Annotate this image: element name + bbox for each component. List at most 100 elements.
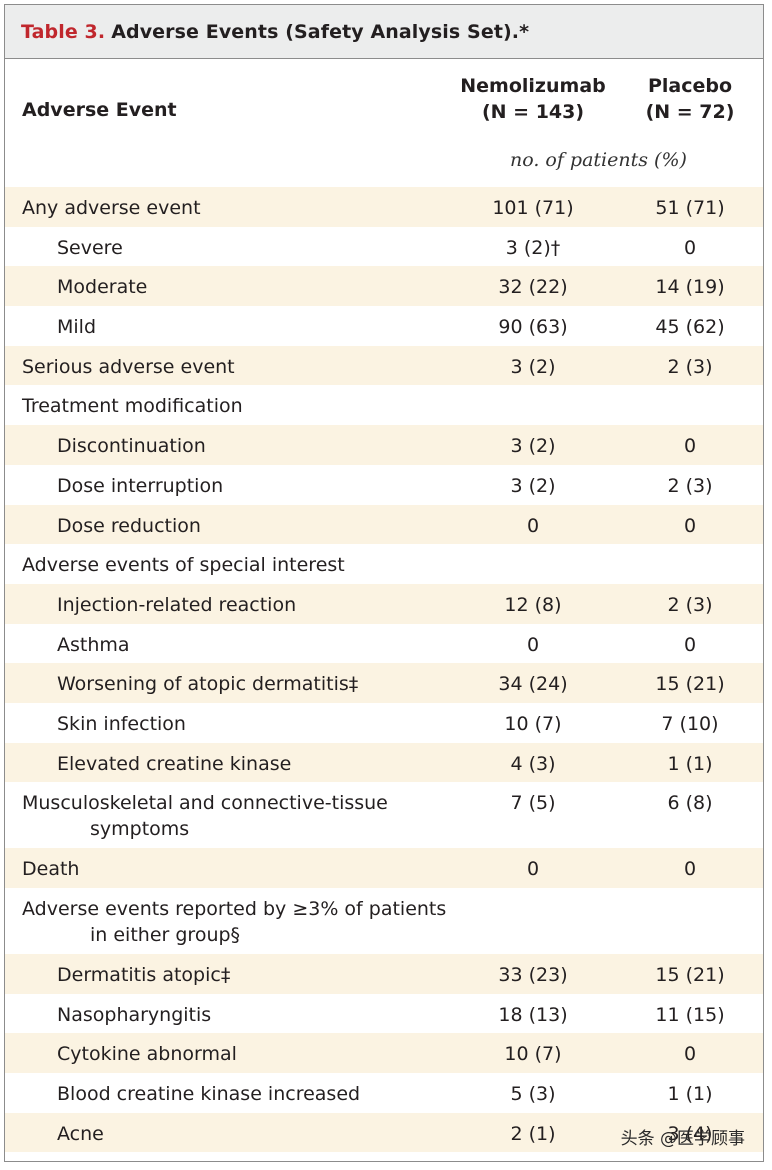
row-label-text: Nasopharyngitis [57, 1003, 212, 1026]
row-label-text: Mild [57, 316, 97, 339]
table-title-bar: Table 3. Adverse Events (Safety Analysis… [5, 5, 763, 59]
cell-placebo: 0 [683, 236, 697, 259]
cell-nemolizumab: 3 (2)† [505, 236, 561, 259]
row-label-text: Asthma [57, 633, 130, 656]
cell-placebo: 0 [683, 633, 697, 656]
row-label: Skin infection [57, 711, 186, 737]
row-label-text: Dose interruption [57, 474, 224, 497]
units-label: no. of patients (%) [510, 149, 687, 171]
row-label-text: Adverse events of special interest [22, 554, 345, 577]
row-label-text: Treatment modification [22, 395, 243, 418]
cell-placebo: 2 (3) [667, 355, 713, 378]
row-label: Blood creatine kinase increased [57, 1081, 360, 1107]
cell-placebo: 14 (19) [655, 276, 725, 299]
cell-nemolizumab: 32 (22) [498, 276, 568, 299]
row-label-text: Dose reduction [57, 514, 201, 537]
row-label-text: Serious adverse event [22, 355, 235, 378]
row-label-text: Any adverse event [22, 197, 201, 219]
row-label: Treatment modification [22, 393, 243, 419]
cell-nemolizumab: 10 (7) [504, 1043, 562, 1066]
row-label: Discontinuation [57, 433, 206, 459]
table-row: Adverse events reported by ≥3% of patien… [5, 888, 763, 954]
row-label-text: Blood creatine kinase increased [57, 1083, 361, 1106]
row-label-text: Skin infection [57, 712, 186, 735]
cell-nemolizumab: 101 (71) [492, 197, 574, 219]
header-placebo-name: Placebo [647, 75, 733, 97]
cell-placebo: 1 (1) [667, 752, 713, 775]
row-label-text: Severe [57, 236, 123, 259]
row-label: Musculoskeletal and connective-tissue sym… [22, 790, 388, 842]
cell-nemolizumab: 18 (13) [498, 1003, 568, 1026]
cell-placebo: 6 (8) [667, 792, 713, 815]
table-row: Adverse events of special interest [5, 544, 763, 584]
cell-nemolizumab: 10 (7) [504, 712, 562, 735]
cell-nemolizumab: 33 (23) [498, 964, 568, 986]
row-label: Acne [57, 1121, 104, 1147]
row-label-continuation: symptoms [90, 818, 190, 841]
cell-placebo: 0 [683, 514, 697, 537]
cell-nemolizumab: 3 (2) [510, 355, 556, 378]
cell-placebo: 7 (10) [661, 712, 719, 735]
table-row: Elevated creatine kinase 4 (3) 1 (1) [5, 742, 763, 783]
header-nemolizumab: Nemolizumab (N = 143) [448, 73, 618, 125]
cell-placebo: 11 (15) [655, 1003, 725, 1026]
row-label: Moderate [57, 274, 147, 300]
cell-nemolizumab: 2 (1) [510, 1122, 556, 1145]
table-row: Dose interruption 3 (2) 2 (3) [5, 465, 763, 505]
table-row: Serious adverse event 3 (2) 2 (3) [5, 345, 763, 386]
row-label-text: Discontinuation [57, 435, 206, 458]
row-label-text: Adverse events reported by ≥3% of patien… [22, 898, 447, 920]
table-row: Blood creatine kinase increased 5 (3) 1 (1… [5, 1073, 763, 1113]
row-label: Adverse events of special interest [22, 552, 345, 578]
row-label-continuation: in either group§ [90, 924, 241, 946]
cell-placebo: 0 [683, 858, 697, 881]
table-row: Injection-related reaction 12 (8) 2 (3) [5, 583, 763, 624]
row-label: Dermatitis atopic‡ [57, 962, 230, 988]
header-nemolizumab-n: (N = 143) [481, 101, 585, 123]
watermark: 头条 @医学顾事 [620, 1129, 745, 1149]
cell-nemolizumab: 0 [526, 514, 540, 537]
row-label: Any adverse event [22, 195, 201, 221]
row-label: Serious adverse event [22, 354, 235, 380]
table-row: Moderate 32 (22) 14 (19) [5, 266, 763, 307]
row-label-text: Death [22, 858, 80, 881]
cell-placebo: 51 (71) [655, 197, 725, 219]
header-placebo: Placebo (N = 72) [605, 73, 763, 125]
row-label: Elevated creatine kinase [57, 751, 291, 777]
row-label: Cytokine abnormal [57, 1041, 237, 1067]
cell-placebo: 15 (21) [655, 673, 725, 696]
table-row: Dose reduction 0 0 [5, 504, 763, 545]
row-label: Death [22, 856, 79, 882]
table-row: Severe 3 (2)† 0 [5, 227, 763, 267]
table-row: Asthma 0 0 [5, 624, 763, 664]
row-label: Adverse events reported by ≥3% of patien… [22, 896, 446, 948]
row-label: Dose interruption [57, 473, 223, 499]
row-label-text: Moderate [57, 276, 148, 299]
table-title: Adverse Events (Safety Analysis Set).* [111, 20, 530, 43]
row-label-text: Worsening of atopic dermatitis‡ [57, 673, 359, 696]
header-placebo-n: (N = 72) [645, 101, 735, 123]
table-row: Nasopharyngitis 18 (13) 11 (15) [5, 994, 763, 1034]
row-label: Nasopharyngitis [57, 1002, 211, 1028]
table-row: Cytokine abnormal 10 (7) 0 [5, 1033, 763, 1074]
cell-placebo: 1 (1) [667, 1083, 713, 1106]
row-label: Severe [57, 235, 123, 261]
cell-placebo: 2 (3) [667, 593, 713, 616]
row-label-text: Musculoskeletal and connective-tissue [22, 792, 388, 815]
cell-placebo: 0 [683, 435, 697, 458]
cell-nemolizumab: 3 (2) [510, 435, 556, 458]
table-header: Adverse Event Nemolizumab (N = 143) Plac… [5, 59, 763, 187]
table-row: Acne 2 (1) 3 (4) [5, 1112, 763, 1153]
cell-nemolizumab: 4 (3) [510, 752, 556, 775]
table-row: Dermatitis atopic‡ 33 (23) 15 (21) [5, 954, 763, 994]
table-row: Discontinuation 3 (2) 0 [5, 425, 763, 465]
table-row: Death 0 0 [5, 848, 763, 888]
row-label-text: Dermatitis atopic‡ [57, 964, 231, 986]
cell-placebo: 45 (62) [655, 316, 725, 339]
row-label: Injection-related reaction [57, 592, 296, 618]
cell-nemolizumab: 3 (2) [510, 474, 556, 497]
row-label: Worsening of atopic dermatitis‡ [57, 671, 358, 697]
header-adverse-event: Adverse Event [22, 99, 177, 121]
cell-placebo: 2 (3) [667, 474, 713, 497]
cell-nemolizumab: 34 (24) [498, 673, 568, 696]
